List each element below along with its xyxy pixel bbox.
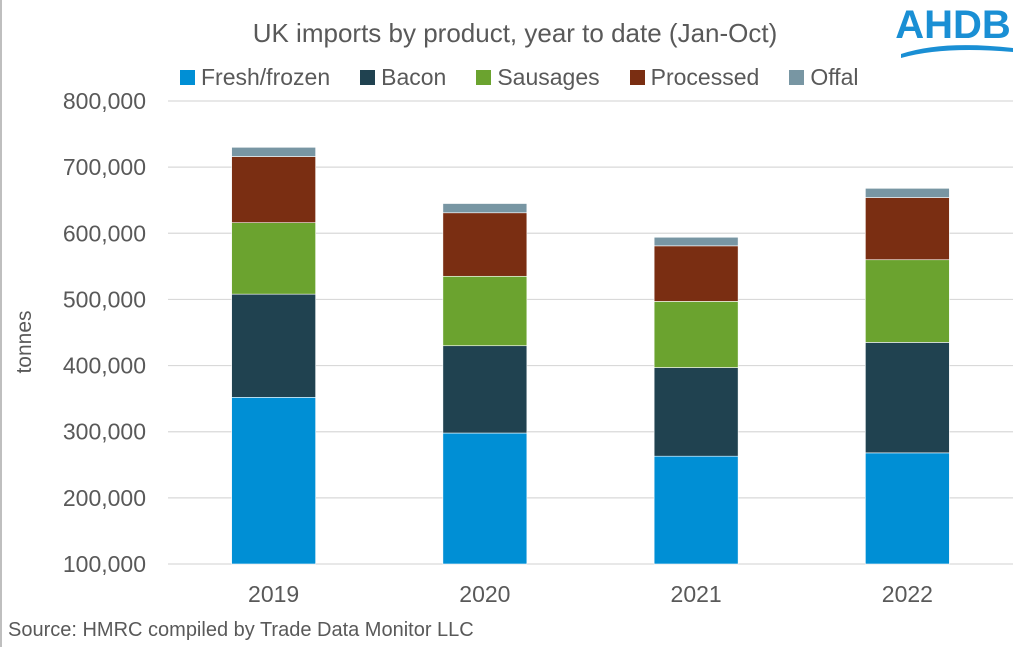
y-tick-label: 800,000 (63, 88, 146, 114)
y-tick-label: 500,000 (63, 286, 146, 312)
bar-segment (865, 188, 950, 198)
bar-segment (653, 301, 739, 368)
y-tick-label: 100,000 (63, 551, 146, 577)
legend-item: Sausages (476, 64, 600, 91)
y-tick-label: 600,000 (63, 220, 146, 246)
legend-label: Fresh/frozen (201, 64, 331, 90)
legend-swatch (629, 70, 645, 85)
bar-segment (653, 455, 739, 565)
legend-swatch (180, 70, 195, 85)
x-tick-label: 2022 (882, 581, 933, 607)
source-note: Source: HMRC compiled by Trade Data Moni… (8, 619, 474, 641)
legend: Fresh/frozen Bacon Sausages Processed Offal (180, 64, 858, 91)
legend-swatch (476, 70, 492, 85)
bar-segment (231, 397, 316, 565)
ahdb-logo: AHDB (895, 3, 1013, 58)
legend-label: Processed (650, 64, 760, 90)
bar-segment (865, 342, 950, 454)
bar-segment (442, 275, 528, 347)
legend-item: Fresh/frozen (180, 64, 330, 91)
bar-segment (865, 452, 950, 565)
legend-label: Bacon (381, 64, 447, 90)
legend-label: Offal (810, 64, 859, 90)
bar-segment (653, 367, 739, 457)
bar-segment (442, 432, 528, 565)
legend-label: Sausages (497, 64, 600, 90)
bar-segment (442, 203, 528, 214)
legend-item: Bacon (360, 64, 446, 91)
bar-segment (442, 212, 528, 277)
bar-segment (442, 345, 528, 434)
y-tick-label: 300,000 (63, 419, 146, 445)
x-tick-label: 2019 (248, 581, 299, 607)
legend-swatch (789, 70, 805, 85)
bar-segment (865, 259, 950, 343)
bar-segment (231, 156, 316, 224)
x-tick-label: 2021 (671, 581, 722, 607)
bar-segment (231, 293, 316, 398)
bar-segment (865, 197, 950, 261)
legend-item: Offal (789, 64, 858, 91)
legend-item: Processed (629, 64, 760, 91)
y-tick-label: 400,000 (63, 353, 146, 379)
x-tick-label: 2020 (459, 581, 510, 607)
y-tick-label: 700,000 (63, 154, 146, 180)
chart-title: UK imports by product, year to date (Jan… (252, 18, 778, 48)
bar-segment (231, 222, 316, 295)
svg-text:AHDB: AHDB (895, 3, 1011, 47)
legend-swatch (360, 70, 376, 85)
y-tick-label: 200,000 (63, 485, 146, 511)
bar-segment (653, 245, 739, 302)
bar-segment (231, 147, 316, 157)
bar-segment (653, 236, 739, 247)
